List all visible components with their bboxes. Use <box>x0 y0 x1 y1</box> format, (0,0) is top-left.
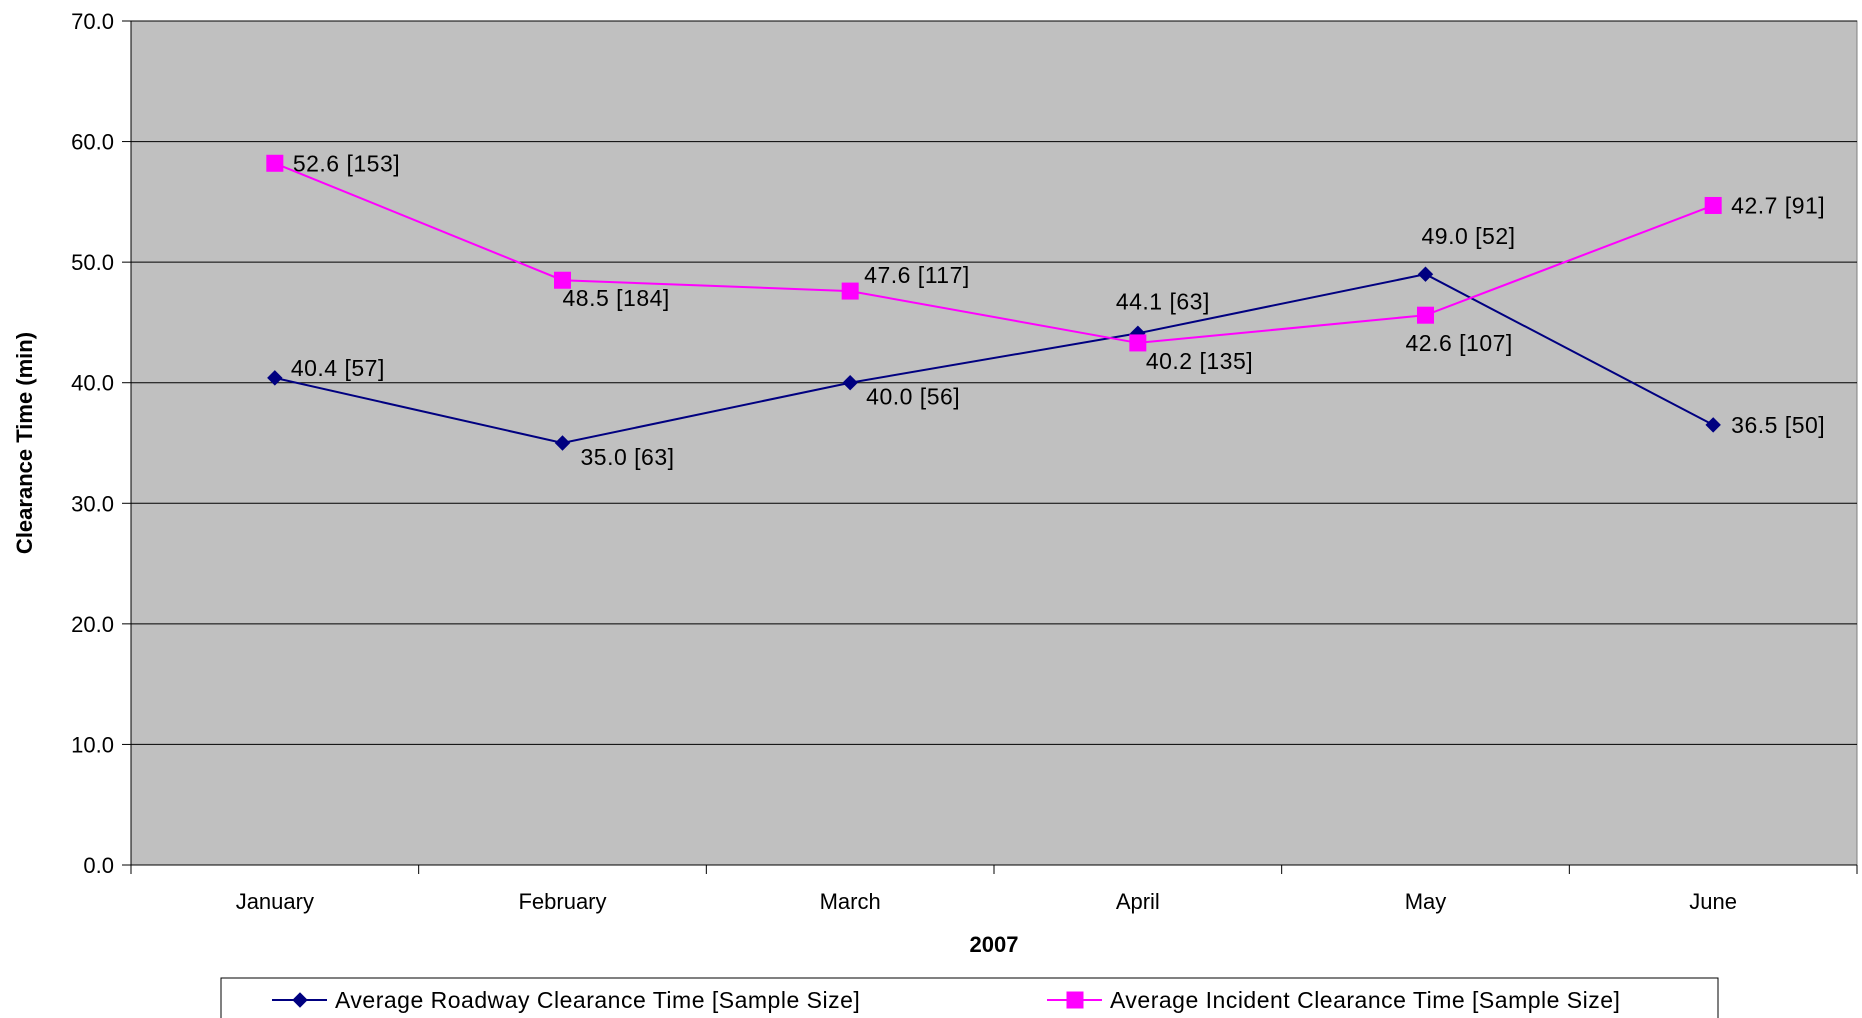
y-tick-label: 50.0 <box>71 250 114 275</box>
data-label: 44.1 [63] <box>1116 288 1210 314</box>
data-point <box>267 370 283 386</box>
data-point <box>554 271 571 289</box>
series-line <box>274 273 1714 445</box>
data-label: 47.6 [117] <box>864 262 970 288</box>
y-tick-label: 30.0 <box>71 491 114 516</box>
x-tick-label: February <box>518 889 606 914</box>
plot-area <box>130 20 1858 866</box>
legend-marker <box>1066 991 1084 1009</box>
data-point <box>842 375 858 391</box>
x-tick-label: March <box>820 889 881 914</box>
data-label: 40.2 [135] <box>1146 348 1253 374</box>
data-point <box>1129 334 1147 352</box>
y-tick-label: 0.0 <box>83 853 114 878</box>
data-label: 35.0 [63] <box>581 444 675 470</box>
legend-marker <box>292 992 308 1008</box>
x-tick-label: January <box>236 889 314 914</box>
legend-box <box>220 977 1719 1018</box>
data-label: 49.0 [52] <box>1422 223 1516 249</box>
x-tick-label: May <box>1405 889 1447 914</box>
data-point <box>1705 417 1721 433</box>
x-tick-label: April <box>1116 889 1160 914</box>
data-point <box>1417 266 1434 282</box>
legend: Average Roadway Clearance Time [Sample S… <box>220 977 1719 1018</box>
data-label: 42.6 [107] <box>1406 330 1513 356</box>
y-tick-label: 40.0 <box>71 371 114 396</box>
data-label: 36.5 [50] <box>1731 412 1825 438</box>
x-tick-label: June <box>1689 889 1737 914</box>
data-point <box>1704 196 1722 214</box>
y-tick-label: 20.0 <box>71 612 114 637</box>
y-tick-label: 70.0 <box>71 9 114 34</box>
data-label: 40.4 [57] <box>291 355 385 381</box>
data-label: 48.5 [184] <box>563 285 670 311</box>
data-point <box>554 435 571 451</box>
data-point <box>841 282 859 300</box>
data-point <box>266 154 284 172</box>
series-line <box>274 162 1714 344</box>
y-tick-label: 10.0 <box>71 732 114 757</box>
y-tick-label: 60.0 <box>71 130 114 155</box>
x-axis-title: 2007 <box>970 932 1019 957</box>
y-axis-title: Clearance Time (min) <box>12 332 37 554</box>
data-label: 42.7 [91] <box>1731 192 1825 218</box>
data-point <box>1417 306 1434 324</box>
legend-label: Average Roadway Clearance Time [Sample S… <box>335 987 860 1013</box>
data-label: 40.0 [56] <box>866 384 960 410</box>
legend-label: Average Incident Clearance Time [Sample … <box>1110 987 1620 1013</box>
data-label: 52.6 [153] <box>293 150 400 176</box>
